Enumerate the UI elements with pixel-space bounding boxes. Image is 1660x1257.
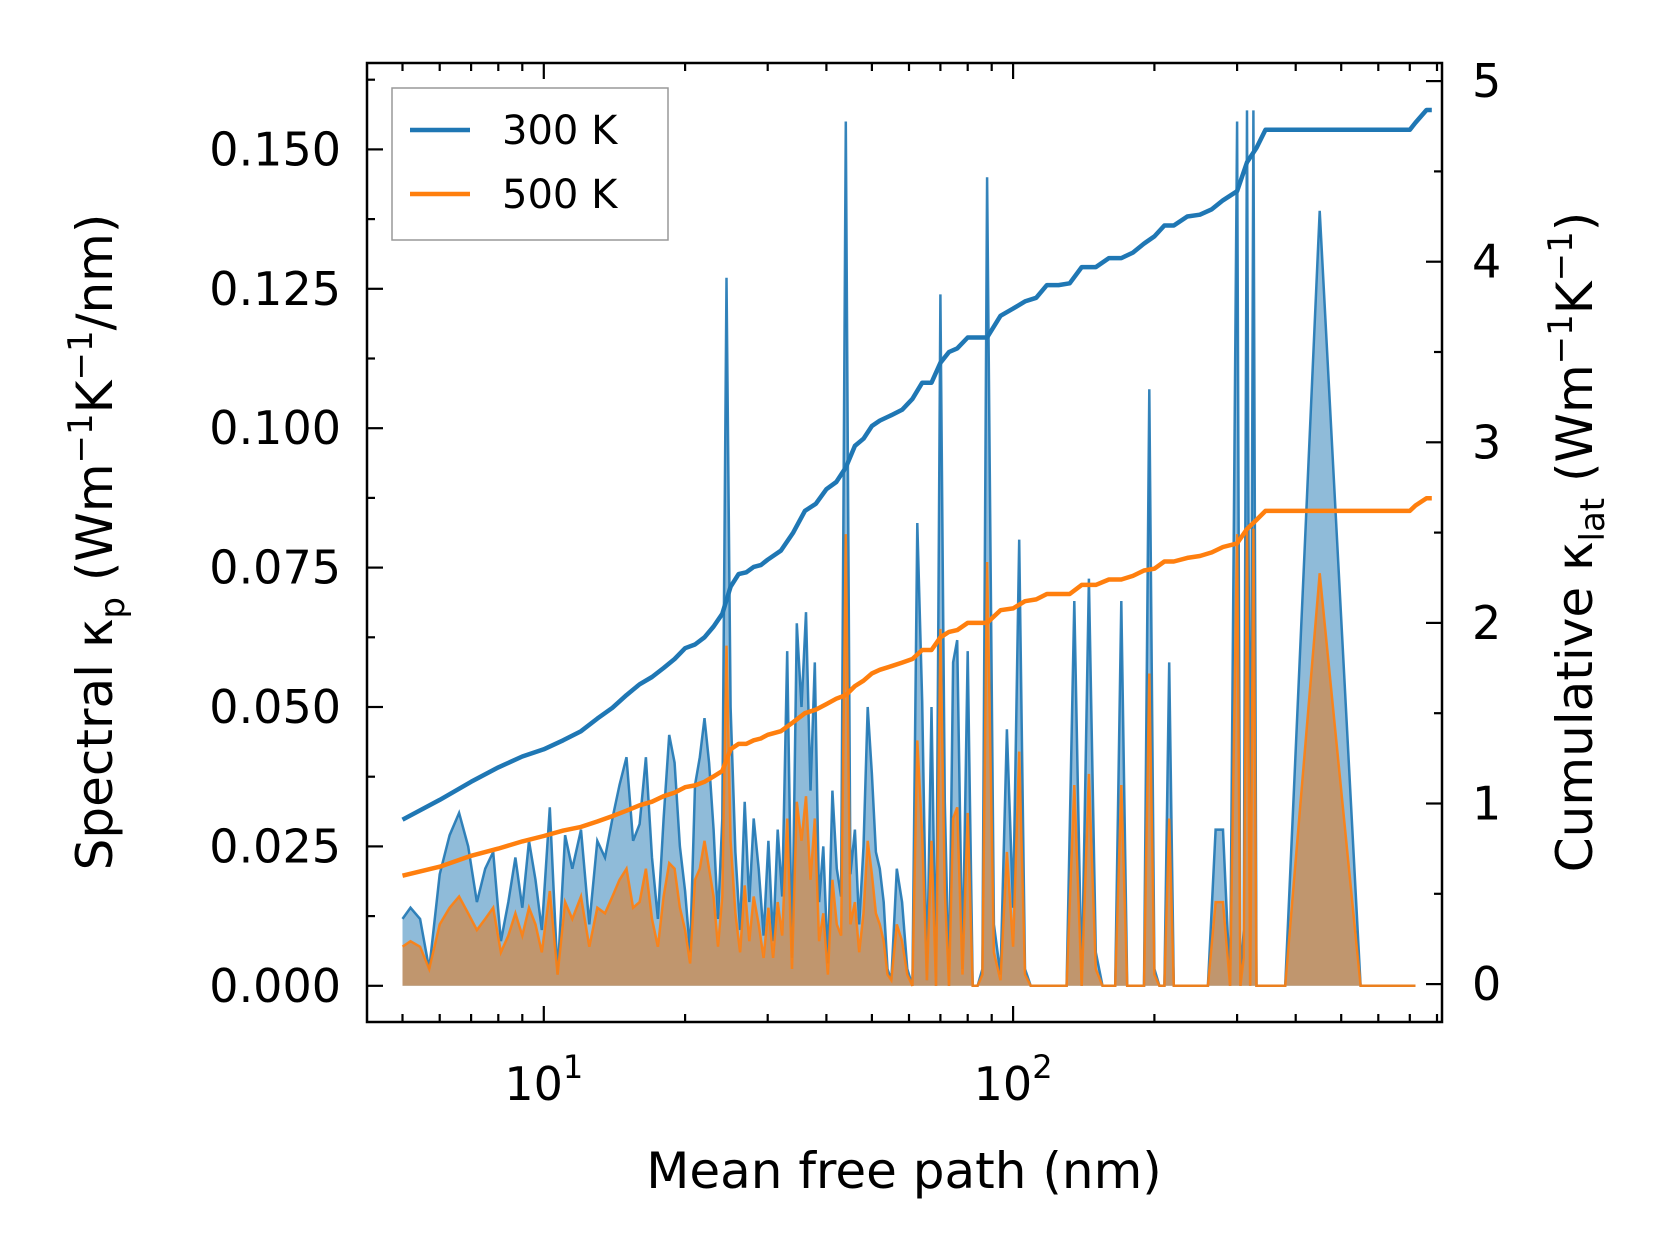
y-axis-label-left: Spectral κp (Wm−1K−1/nm) <box>61 214 133 871</box>
plot-area <box>401 107 1432 988</box>
y-left-tick-labels: 0.000 0.025 0.050 0.075 0.100 0.125 0.150 <box>209 122 341 1012</box>
axis-ticks <box>367 63 1442 1022</box>
y-right-tick-label-5: 5 <box>1472 54 1501 108</box>
x-tick-label-1: 101 <box>504 1048 583 1111</box>
y-left-tick-label-4: 0.100 <box>209 401 341 455</box>
y-left-tick-label-1: 0.025 <box>209 819 341 873</box>
y-right-tick-label-3: 3 <box>1472 415 1501 469</box>
y-left-tick-label-5: 0.125 <box>209 262 341 316</box>
y-left-tick-label-6: 0.150 <box>209 122 341 176</box>
y-right-tick-label-0: 0 <box>1472 957 1501 1011</box>
x-tick-labels: 101 102 <box>504 1048 1052 1111</box>
legend: 300 K 500 K <box>391 87 669 241</box>
y-right-tick-label-4: 4 <box>1472 235 1501 289</box>
legend-label-300k: 300 K <box>502 108 619 154</box>
plot-frame <box>365 61 1444 1024</box>
y-left-tick-label-3: 0.075 <box>209 541 341 595</box>
x-axis-label: Mean free path (nm) <box>646 1142 1162 1200</box>
cumulative-line-500k <box>401 496 1432 878</box>
y-right-tick-label-1: 1 <box>1472 777 1501 831</box>
cumulative-line-300k <box>401 107 1432 822</box>
y-right-tick-label-2: 2 <box>1472 596 1501 650</box>
y-right-tick-labels: 0 1 2 3 4 5 <box>1472 54 1501 1011</box>
x-tick-label-2: 102 <box>974 1048 1053 1111</box>
spectral-area-500k <box>402 528 1416 986</box>
y-left-tick-label-0: 0.000 <box>209 959 341 1013</box>
y-axis-label-right: Cumulative κlat (Wm−1K−1) <box>1541 212 1613 872</box>
spectral-line-300k <box>401 110 1416 988</box>
spectral-line-500k <box>401 528 1416 988</box>
legend-label-500k: 500 K <box>502 172 619 218</box>
y-left-tick-label-2: 0.050 <box>209 680 341 734</box>
legend-box <box>391 87 669 241</box>
